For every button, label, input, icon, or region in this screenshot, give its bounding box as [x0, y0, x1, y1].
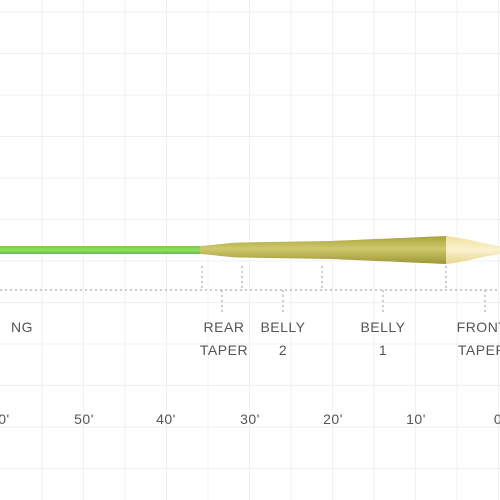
section-label: 2: [279, 342, 287, 358]
section-label: TAPER: [200, 342, 248, 358]
section-label: BELLY: [260, 319, 305, 335]
scale-label: 30': [240, 411, 260, 427]
head-body: [200, 236, 446, 264]
dividers: [0, 266, 500, 312]
scale-label: 10': [406, 411, 426, 427]
section-label: TAPER: [458, 342, 500, 358]
length-scale: 0' 50' 40' 30' 20' 10' 0: [0, 411, 500, 427]
front-tip: [446, 236, 500, 264]
scale-label: 0: [494, 411, 500, 427]
scale-label: 40': [156, 411, 176, 427]
scale-label: 50': [74, 411, 94, 427]
section-label: 1: [379, 342, 387, 358]
section-label: BELLY: [360, 319, 405, 335]
scale-label: 20': [323, 411, 343, 427]
section-label: REAR: [204, 319, 245, 335]
running-line: [0, 246, 202, 254]
scale-label: 0': [0, 411, 10, 427]
section-label: NG: [11, 319, 33, 335]
